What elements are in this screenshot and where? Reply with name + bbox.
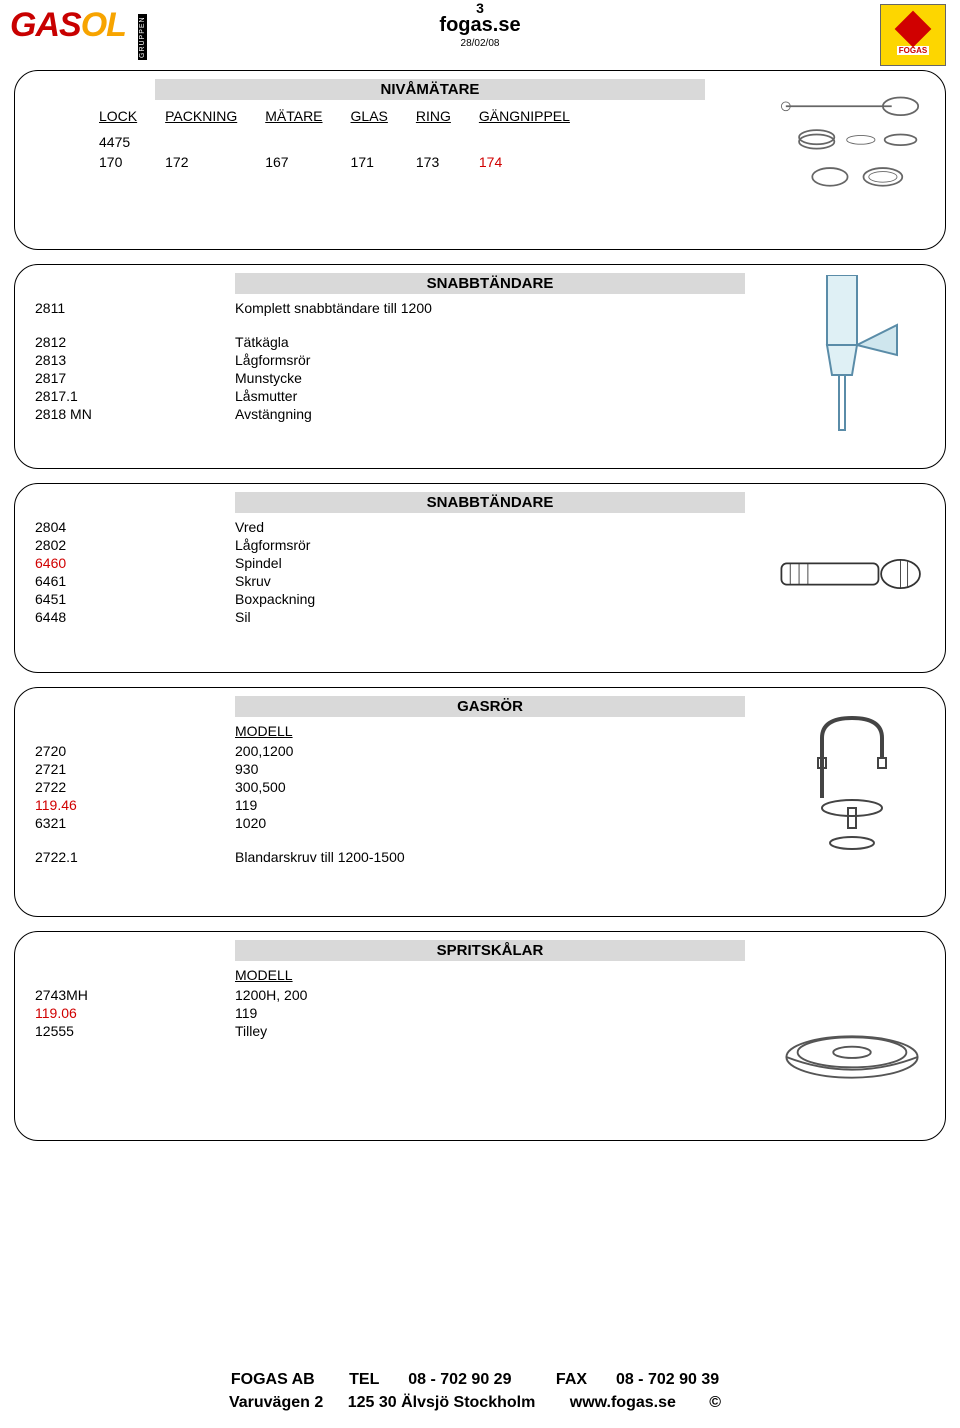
nivam-header: PACKNING	[151, 106, 251, 126]
logo-text-red: GAS	[10, 6, 81, 44]
list-code: 2722.1	[35, 849, 235, 865]
list-label: 1200H, 200	[235, 987, 925, 1003]
list-row: 2743MH1200H, 200	[35, 987, 925, 1003]
nivam-header: RING	[402, 106, 465, 126]
card-nivamatare: NIVÅMÄTARE LOCKPACKNINGMÄTAREGLASRINGGÄN…	[14, 70, 946, 250]
section-title-snabb1: SNABBTÄNDARE	[235, 273, 745, 294]
spritskalar-figure	[777, 1022, 927, 1092]
list-code: 6448	[35, 609, 235, 625]
nivam-header: LOCK	[85, 106, 151, 126]
section-sub-spritskalar: MODELL	[235, 967, 925, 983]
site-title: fogas.se	[439, 14, 520, 37]
fogas-logo: FOGAS	[880, 4, 946, 66]
list-code: 2722	[35, 779, 235, 795]
list-code: 2817.1	[35, 388, 235, 404]
nivam-cell: 173	[402, 152, 465, 172]
list-code: 2818 MN	[35, 406, 235, 422]
footer-fax: FAX 08 - 702 90 39	[546, 1371, 729, 1388]
section-title-spritskalar: SPRITSKÅLAR	[235, 940, 745, 961]
diamond-icon	[895, 10, 932, 47]
footer-addr2: 125 30 Älvsjö Stockholm	[348, 1394, 536, 1411]
card-snabbtandare-1: SNABBTÄNDARE 2811Komplett snabbtändare t…	[14, 264, 946, 469]
list-code: 6460	[35, 555, 235, 571]
list-label: 119	[235, 1005, 925, 1021]
list-code: 119.46	[35, 797, 235, 813]
list-code: 119.06	[35, 1005, 235, 1021]
nivam-header: MÄTARE	[251, 106, 336, 126]
header: GASOL GRUPPEN 3 fogas.se 28/02/08 FOGAS	[0, 0, 960, 70]
nivamatare-table: LOCKPACKNINGMÄTAREGLASRINGGÄNGNIPPEL 447…	[85, 106, 584, 172]
card-snabbtandare-2: SNABBTÄNDARE 2804Vred2802Lågformsrör6460…	[14, 483, 946, 673]
list-label: Sil	[235, 609, 925, 625]
list-code: 2812	[35, 334, 235, 350]
card-spritskalar: SPRITSKÅLAR MODELL 2743MH1200H, 200119.0…	[14, 931, 946, 1141]
list-code: 2813	[35, 352, 235, 368]
page: GASOL GRUPPEN 3 fogas.se 28/02/08 FOGAS …	[0, 0, 960, 1428]
nivam-cell: 171	[337, 152, 402, 172]
list-code: 6451	[35, 591, 235, 607]
footer-web: www.fogas.se ©	[560, 1394, 731, 1411]
logo-gruppen: GRUPPEN	[138, 14, 147, 60]
list-code: 2817	[35, 370, 235, 386]
snabb2-figure	[777, 544, 927, 604]
list-row: 6448Sil	[35, 609, 925, 625]
nivam-cell: 174	[465, 152, 584, 172]
nivam-topcode: 4475	[85, 126, 584, 152]
nivam-header: GLAS	[337, 106, 402, 126]
logo-text-orange: OL	[81, 6, 126, 44]
list-row: 119.06119	[35, 1005, 925, 1021]
list-code: 2743MH	[35, 987, 235, 1003]
list-code: 6321	[35, 815, 235, 831]
nivam-header: GÄNGNIPPEL	[465, 106, 584, 126]
header-date: 28/02/08	[461, 38, 500, 49]
list-code: 2802	[35, 537, 235, 553]
footer-tel: TEL 08 - 702 90 29	[339, 1371, 521, 1388]
footer-addr1: Varuvägen 2	[229, 1394, 323, 1411]
section-title-gasror: GASRÖR	[235, 696, 745, 717]
list-code: 2720	[35, 743, 235, 759]
nivam-cell: 167	[251, 152, 336, 172]
nivamatare-figure	[777, 81, 927, 211]
list-row: 2804Vred	[35, 519, 925, 535]
gasror-figure	[777, 708, 927, 858]
section-title-nivamatare: NIVÅMÄTARE	[155, 79, 705, 100]
list-code: 2804	[35, 519, 235, 535]
footer-company: FOGAS AB	[231, 1371, 315, 1388]
nivam-cell: 170	[85, 152, 151, 172]
list-label: Vred	[235, 519, 925, 535]
footer: FOGAS AB TEL 08 - 702 90 29 FAX 08 - 702…	[0, 1369, 960, 1414]
gasol-logo: GASOL GRUPPEN	[10, 8, 179, 42]
list-code: 12555	[35, 1023, 235, 1039]
snabb1-figure	[777, 275, 927, 435]
nivam-cell: 172	[151, 152, 251, 172]
list-code: 2811	[35, 300, 235, 316]
list-code: 2721	[35, 761, 235, 777]
section-title-snabb2: SNABBTÄNDARE	[235, 492, 745, 513]
list-code: 6461	[35, 573, 235, 589]
card-gasror: GASRÖR MODELL 2720200,120027219302722300…	[14, 687, 946, 917]
